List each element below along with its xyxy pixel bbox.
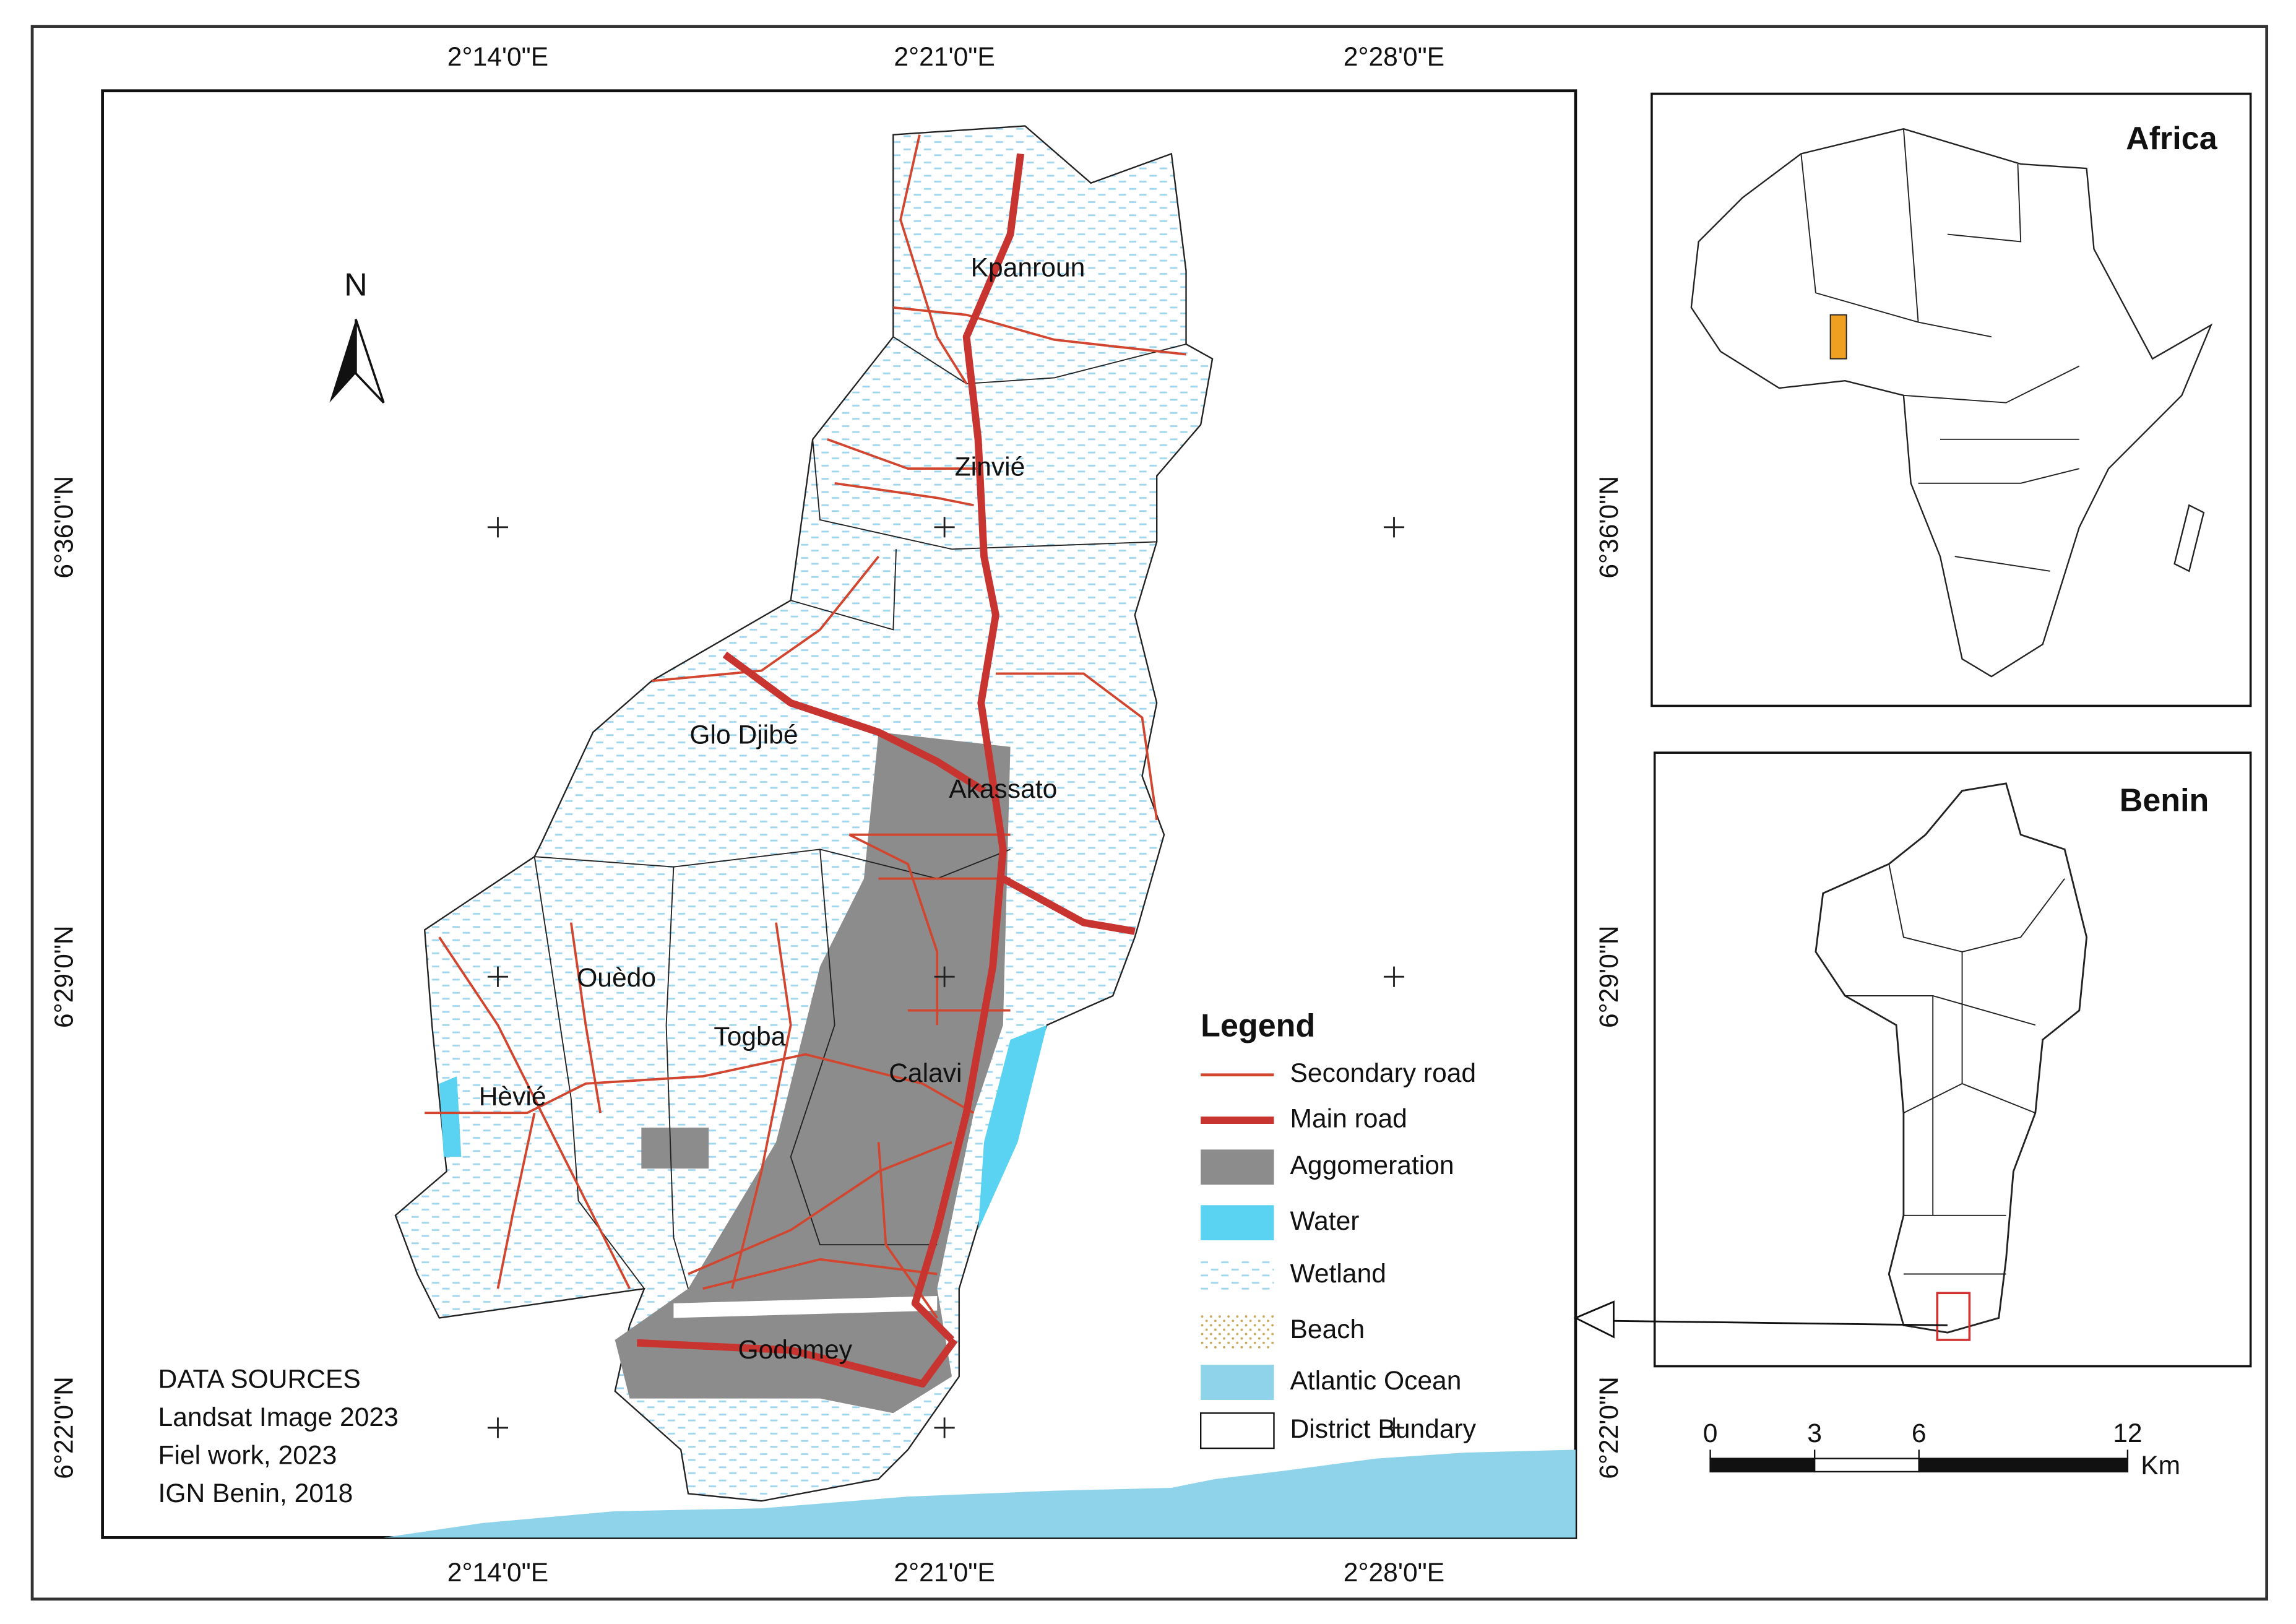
place-name: Hèvié <box>479 1082 546 1112</box>
place-name: Zinvié <box>955 452 1025 482</box>
study-area-box <box>1936 1292 1971 1341</box>
longitude-label: 2°28'0"E <box>1344 1558 1444 1587</box>
scale-label: 12 <box>2113 1419 2142 1448</box>
legend-label: Water <box>1290 1206 1360 1236</box>
swatch <box>1201 1258 1274 1294</box>
legend-label: Main road <box>1290 1104 1407 1133</box>
benin-districts <box>1845 863 2065 1275</box>
agglomeration <box>641 1127 709 1169</box>
latitude-label: 6°29'0"N <box>50 925 79 1028</box>
place-name: Kpanroun <box>971 253 1085 283</box>
swatch <box>1201 1313 1274 1349</box>
legend-label: Aggomeration <box>1290 1151 1454 1180</box>
latitude-label: 6°29'0"N <box>1594 925 1624 1028</box>
locator-arrow <box>1610 1320 1948 1326</box>
legend-title: Legend <box>1201 1008 1315 1044</box>
data-source: IGN Benin, 2018 <box>158 1479 353 1508</box>
latitude-label: 6°36'0"N <box>1594 476 1624 579</box>
agglomeration <box>615 732 1011 1414</box>
swatch <box>1201 1365 1274 1400</box>
graticule-crosses <box>487 517 1405 1438</box>
longitude-label: 2°21'0"E <box>894 1558 995 1587</box>
scale-unit: Km <box>2141 1451 2180 1480</box>
atlantic-ocean <box>383 1449 1576 1538</box>
longitude-label: 2°14'0"E <box>447 42 548 72</box>
latitude-label: 6°22'0"N <box>1594 1376 1624 1479</box>
data-source: Fiel work, 2023 <box>158 1441 337 1471</box>
longitude-label: 2°28'0"E <box>1344 42 1444 72</box>
place-name: Akassato <box>949 774 1057 804</box>
africa-outline <box>1690 128 2213 678</box>
legend-label: Atlantic Ocean <box>1290 1366 1462 1396</box>
place-name: Togba <box>714 1022 785 1052</box>
inset-title: Africa <box>2126 121 2218 157</box>
north-label: N <box>344 267 368 303</box>
inset-title: Benin <box>2120 782 2209 818</box>
benin-highlight <box>1829 314 1847 360</box>
locator-arrowhead <box>1573 1300 1615 1339</box>
latitude-label: 6°36'0"N <box>50 476 79 579</box>
swatch <box>1201 1205 1274 1241</box>
north-arrow <box>355 319 385 404</box>
place-name: Godomey <box>738 1335 852 1365</box>
legend-label: District Bundary <box>1290 1414 1477 1444</box>
swatch <box>1201 1149 1274 1185</box>
legend-label: Wetland <box>1290 1259 1386 1289</box>
main-roads <box>636 153 1136 1388</box>
scale-segment <box>1813 1458 1920 1473</box>
wetland-strip <box>673 1295 938 1318</box>
scale-segment <box>1709 1458 1816 1473</box>
longitude-label: 2°21'0"E <box>894 42 995 72</box>
data-source: DATA SOURCES <box>158 1364 361 1394</box>
scale-label: 3 <box>1807 1419 1822 1448</box>
place-name: Ouèdo <box>577 963 656 993</box>
madagascar <box>2173 504 2205 572</box>
africa-borders <box>1800 129 2080 572</box>
swatch <box>1199 1412 1275 1449</box>
latitude-label: 6°22'0"N <box>50 1376 79 1479</box>
longitude-label: 2°14'0"E <box>447 1558 548 1587</box>
scale-label: 0 <box>1703 1419 1718 1448</box>
water <box>978 1025 1047 1230</box>
legend-label: Beach <box>1290 1315 1365 1344</box>
scale-label: 6 <box>1912 1419 1927 1448</box>
scale-segment <box>1918 1458 2129 1473</box>
legend-label: Secondary road <box>1290 1058 1477 1088</box>
place-name: Glo Djibé <box>689 720 798 749</box>
water <box>439 1076 462 1157</box>
benin-outline <box>1815 782 2088 1334</box>
data-source: Landsat Image 2023 <box>158 1402 399 1432</box>
place-name: Calavi <box>889 1058 962 1088</box>
legend-swatches <box>1199 1073 1275 1449</box>
